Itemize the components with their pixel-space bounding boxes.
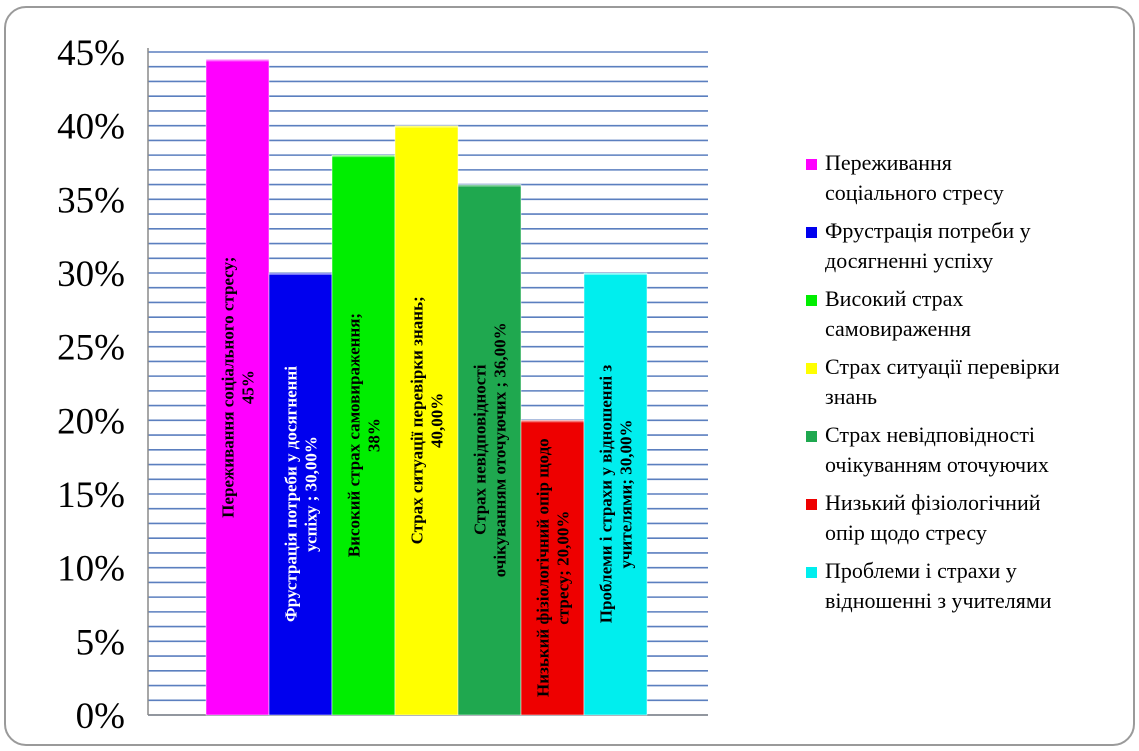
bar-group	[394, 125, 459, 716]
bar	[331, 154, 396, 716]
legend-swatch	[806, 499, 817, 510]
y-tick-label: 20%	[57, 401, 125, 442]
legend-label: Низький фізіологічний	[825, 490, 1041, 515]
legend-label: Проблеми і страхи у	[825, 558, 1017, 583]
bars	[205, 59, 648, 716]
legend-swatch	[806, 431, 817, 442]
bar	[205, 59, 270, 716]
legend-label: знань	[825, 384, 877, 409]
legend-label: Страх ситуації перевірки	[825, 354, 1060, 379]
bar-label-line: Проблеми і страхи у відношенні з	[597, 365, 616, 624]
legend-label: Страх невідповідності	[825, 422, 1035, 447]
bar-label-line: Високий страх самовираження;	[345, 313, 364, 557]
bar-data-label: Низький фізіологічний опір щодостресу; 2…	[534, 438, 573, 697]
legend-label: досягненні успіху	[825, 248, 993, 273]
legend-label: соціального стресу	[825, 180, 1004, 205]
bar-label-line: Фрустрація потреби у досягненні	[282, 366, 301, 622]
legend-swatch	[806, 295, 817, 306]
y-tick-label: 40%	[57, 107, 125, 148]
bar-label-line: стресу; 20,00%	[554, 511, 573, 625]
bar-highlight	[269, 273, 332, 275]
y-tick-label: 25%	[57, 328, 125, 369]
legend-item: Високий страх самовираження	[806, 286, 971, 341]
bar-label-line: 45%	[239, 370, 258, 404]
legend-label: опір щодо стресу	[825, 520, 987, 545]
y-tick-label: 15%	[57, 475, 125, 516]
legend-label: очікуванням оточуючих	[825, 452, 1049, 477]
bar-label-line: Страх ситуації перевірки знань;	[408, 296, 427, 544]
bar-label-line: очікуванням оточуючих ; 36,00%	[491, 322, 510, 577]
bar	[268, 272, 333, 716]
y-tick-label: 5%	[76, 622, 125, 663]
bar	[394, 125, 459, 716]
bar-highlight	[521, 420, 584, 423]
legend-item: Низький фізіологічний опір щодо стресу	[806, 490, 1041, 545]
y-tick-label: 30%	[57, 254, 125, 295]
y-tick-label: 0%	[76, 696, 125, 737]
bar	[583, 272, 648, 716]
bar-data-label: Фрустрація потреби у досягненніуспіху ; …	[282, 366, 321, 622]
legend-swatch	[806, 227, 817, 238]
y-tick-label: 10%	[57, 549, 125, 590]
bar-label-line: Переживання соціального стресу;	[219, 257, 238, 518]
bar-label-line: 40,00%	[428, 393, 447, 448]
bar-label-line: 38%	[365, 418, 384, 452]
legend-label: відношенні з учителями	[825, 588, 1052, 613]
y-tick-label: 35%	[57, 180, 125, 221]
legend-label: Переживання	[825, 150, 952, 175]
legend-label: Фрустрація потреби у	[825, 218, 1031, 243]
bar-highlight	[458, 184, 521, 187]
legend-label: Високий страх	[825, 286, 963, 311]
bar-group	[268, 272, 333, 716]
bar-data-label: Проблеми і страхи у відношенні зучителям…	[597, 365, 636, 624]
bar-label-line: Страх невідповідності	[471, 364, 490, 535]
bar	[520, 420, 585, 716]
y-axis-ticks: 0% 5% 10% 15% 20% 25% 30% 35% 40% 45%	[57, 33, 125, 737]
bar-label-line: Низький фізіологічний опір щодо	[534, 438, 553, 697]
legend: Переживання соціального стресу Фрустрація …	[806, 150, 1060, 613]
legend-label: самовираження	[825, 316, 971, 341]
y-tick-label: 45%	[57, 33, 125, 74]
legend-item: Проблеми і страхи у відношенні з учителям…	[806, 558, 1052, 613]
legend-item: Страх ситуації перевірки знань	[806, 354, 1060, 409]
legend-item: Фрустрація потреби у досягненні успіху	[806, 218, 1031, 273]
bar-group	[583, 272, 648, 716]
bar-data-label: Переживання соціального стресу;45%	[219, 257, 258, 518]
bar-data-label: Страх ситуації перевірки знань;40,00%	[408, 296, 447, 544]
bar-label-line: учителями; 30,00%	[617, 419, 636, 568]
bar-group	[205, 59, 270, 716]
legend-swatch	[806, 567, 817, 578]
legend-swatch	[806, 159, 817, 170]
bar-data-label: Високий страх самовираження;38%	[345, 313, 384, 557]
bar-highlight	[206, 59, 269, 62]
bar-labels: Переживання соціального стресу;45% Фрустр…	[219, 257, 636, 697]
legend-swatch	[806, 363, 817, 374]
bar-highlight	[332, 155, 395, 158]
bar-label-line: успіху ; 30,00%	[302, 436, 321, 552]
bar-highlight	[584, 273, 647, 275]
bar-group	[331, 154, 396, 716]
legend-item: Страх невідповідності очікуванням оточуюч…	[806, 422, 1049, 477]
legend-item: Переживання соціального стресу	[806, 150, 1004, 205]
bar-group	[520, 420, 585, 716]
bar-highlight	[395, 125, 458, 128]
bar-data-label: Страх невідповідностіочікуванням оточуюч…	[471, 322, 510, 577]
